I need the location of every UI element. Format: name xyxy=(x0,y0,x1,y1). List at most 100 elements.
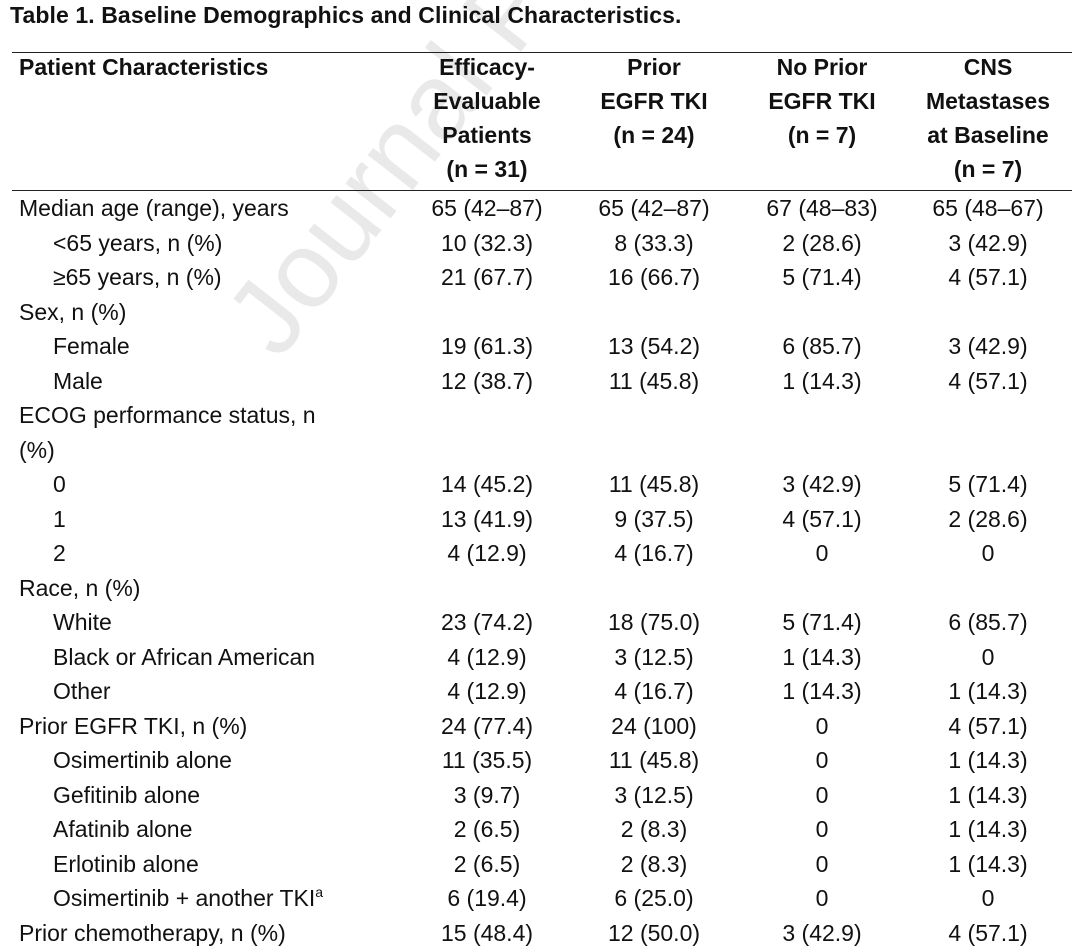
table-cell: 1 (14.3) xyxy=(912,743,1064,778)
row-label: Race, n (%) xyxy=(19,571,140,606)
table-cell: 4 (57.1) xyxy=(912,916,1064,950)
table-cell: 4 (16.7) xyxy=(580,536,728,571)
table-cell: 5 (71.4) xyxy=(744,260,900,295)
table-cell: 0 xyxy=(744,778,900,813)
row-label: Osimertinib + another TKIa xyxy=(53,881,323,916)
table-cell: 4 (57.1) xyxy=(912,364,1064,399)
table-row: (%) xyxy=(0,433,1080,468)
row-label: Median age (range), years xyxy=(19,191,289,226)
table-cell: 1 (14.3) xyxy=(912,812,1064,847)
row-label: White xyxy=(53,605,112,640)
table-cell: 1 (14.3) xyxy=(912,847,1064,882)
row-label-text: Osimertinib alone xyxy=(53,747,232,773)
table-cell: 3 (42.9) xyxy=(744,467,900,502)
header-line: No Prior xyxy=(744,50,900,84)
table-cell: 21 (67.7) xyxy=(410,260,564,295)
row-label: Black or African American xyxy=(53,640,315,675)
row-label-text: ≥65 years, n (%) xyxy=(53,264,222,290)
header-prior-egfr-tki: Prior EGFR TKI (n = 24) xyxy=(580,50,728,152)
table-cell: 1 (14.3) xyxy=(744,674,900,709)
row-label-text: ECOG performance status, n xyxy=(19,402,316,428)
table-cell: 13 (41.9) xyxy=(410,502,564,537)
table-cell: 0 xyxy=(744,847,900,882)
row-label-text: Female xyxy=(53,333,130,359)
table-row: ≥65 years, n (%) 21 (67.7) 16 (66.7) 5 (71.… xyxy=(0,260,1080,295)
table-cell: 2 (8.3) xyxy=(580,847,728,882)
header-line: Prior xyxy=(580,50,728,84)
table-cell: 9 (37.5) xyxy=(580,502,728,537)
table-body: Median age (range), years 65 (42–87) 65 (4… xyxy=(0,191,1080,950)
row-label-text: Osimertinib + another TKI xyxy=(53,885,315,911)
table-cell: 3 (42.9) xyxy=(744,916,900,950)
table-cell: 15 (48.4) xyxy=(410,916,564,950)
table-caption: Table 1. Baseline Demographics and Clini… xyxy=(10,2,682,29)
table-cell: 3 (12.5) xyxy=(580,640,728,675)
row-label: Afatinib alone xyxy=(53,812,192,847)
table-cell: 1 (14.3) xyxy=(744,640,900,675)
row-label-text: Afatinib alone xyxy=(53,816,192,842)
header-line: (n = 7) xyxy=(744,118,900,152)
row-label: Gefitinib alone xyxy=(53,778,200,813)
table-cell: 0 xyxy=(744,709,900,744)
row-label-text: White xyxy=(53,609,112,635)
header-line: (n = 7) xyxy=(912,152,1064,186)
header-line: (n = 31) xyxy=(410,152,564,186)
row-label-text: Prior EGFR TKI, n (%) xyxy=(19,713,247,739)
row-label-text: 0 xyxy=(53,471,66,497)
table-row: Erlotinib alone 2 (6.5) 2 (8.3) 0 1 (14.3) xyxy=(0,847,1080,882)
table-cell: 4 (12.9) xyxy=(410,674,564,709)
row-label-text: 1 xyxy=(53,506,66,532)
table-cell: 11 (35.5) xyxy=(410,743,564,778)
row-label: Female xyxy=(53,329,130,364)
row-label-text: Black or African American xyxy=(53,644,315,670)
footnote-marker: a xyxy=(315,884,323,900)
header-line: at Baseline xyxy=(912,118,1064,152)
table-cell: 4 (57.1) xyxy=(912,709,1064,744)
table-cell: 6 (25.0) xyxy=(580,881,728,916)
row-label: (%) xyxy=(19,433,55,468)
table-cell: 6 (85.7) xyxy=(744,329,900,364)
header-line: EGFR TKI xyxy=(744,84,900,118)
table-cell: 10 (32.3) xyxy=(410,226,564,261)
table-cell: 65 (42–87) xyxy=(580,191,728,226)
table-cell: 0 xyxy=(912,640,1064,675)
table-cell: 3 (42.9) xyxy=(912,226,1064,261)
row-label-text: Prior chemotherapy, n (%) xyxy=(19,920,286,946)
table-cell: 5 (71.4) xyxy=(912,467,1064,502)
table-cell: 2 (28.6) xyxy=(744,226,900,261)
table-cell: 0 xyxy=(744,536,900,571)
row-label-text: Erlotinib alone xyxy=(53,851,199,877)
table-cell: 11 (45.8) xyxy=(580,364,728,399)
table-cell: 1 (14.3) xyxy=(912,778,1064,813)
header-line: Patients xyxy=(410,118,564,152)
row-label: ECOG performance status, n xyxy=(19,398,316,433)
header-no-prior-egfr-tki: No Prior EGFR TKI (n = 7) xyxy=(744,50,900,152)
row-label: Male xyxy=(53,364,103,399)
table-cell: 65 (48–67) xyxy=(912,191,1064,226)
table-cell: 2 (8.3) xyxy=(580,812,728,847)
table-cell: 2 (6.5) xyxy=(410,847,564,882)
header-line: Metastases xyxy=(912,84,1064,118)
header-line: Evaluable xyxy=(410,84,564,118)
header-cns-metastases: CNS Metastases at Baseline (n = 7) xyxy=(912,50,1064,186)
table-row: ECOG performance status, n xyxy=(0,398,1080,433)
table-cell: 4 (57.1) xyxy=(912,260,1064,295)
table-cell: 4 (57.1) xyxy=(744,502,900,537)
row-label: Sex, n (%) xyxy=(19,295,126,330)
table-cell: 23 (74.2) xyxy=(410,605,564,640)
table-cell: 3 (9.7) xyxy=(410,778,564,813)
table-cell: 4 (12.9) xyxy=(410,640,564,675)
header-efficacy-evaluable: Efficacy- Evaluable Patients (n = 31) xyxy=(410,50,564,186)
row-label-text: Other xyxy=(53,678,111,704)
header-line: (n = 24) xyxy=(580,118,728,152)
table-cell: 16 (66.7) xyxy=(580,260,728,295)
table-cell: 12 (50.0) xyxy=(580,916,728,950)
table-cell: 2 (28.6) xyxy=(912,502,1064,537)
